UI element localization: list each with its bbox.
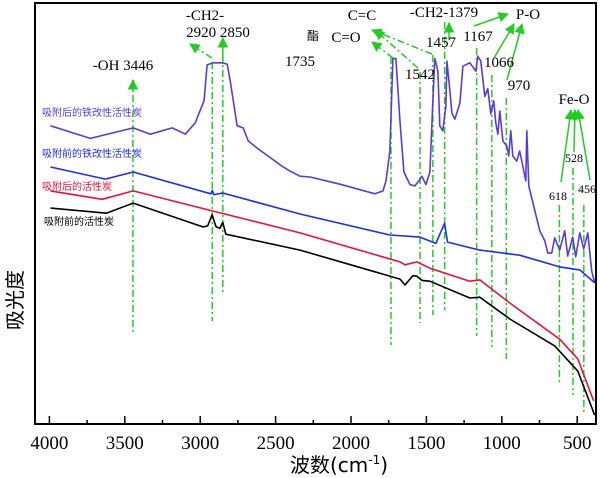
annotation-618: 618 xyxy=(549,189,567,203)
x-tick-label-3000: 3000 xyxy=(181,433,219,454)
annotation-arrow xyxy=(506,22,525,81)
x-tick-label-4000: 4000 xyxy=(30,433,68,454)
annotation-arrow xyxy=(189,43,213,59)
y-axis-label: 吸光度 xyxy=(3,270,27,330)
legend-label-series-2: 吸附后的活性炭 xyxy=(42,180,112,193)
annotation-528: 528 xyxy=(565,151,583,165)
x-axis-ticks: 4000 3500 3000 2500 2000 1500 1000 500 xyxy=(30,416,596,454)
series-line-1 xyxy=(50,166,596,284)
annotation-arrow xyxy=(569,108,581,153)
x-tick-label-2000: 2000 xyxy=(332,433,370,454)
annotation-1066: 1066 xyxy=(484,55,515,71)
series-line-2 xyxy=(50,190,595,402)
annotation-970: 970 xyxy=(508,78,531,94)
annotation-1457: 1457 xyxy=(426,35,457,51)
spectra xyxy=(50,55,596,416)
legend-label-series-1: 吸附前的铁改性活性炭 xyxy=(42,147,142,160)
annotation-feo: Fe-O xyxy=(559,92,590,108)
legend-label-series-3: 吸附前的活性炭 xyxy=(44,215,114,228)
annotation-1167: 1167 xyxy=(463,29,493,45)
annotation-arrow xyxy=(371,41,394,59)
series-line-0 xyxy=(50,55,596,284)
annotation-arrow xyxy=(574,108,591,181)
annotation-arrow xyxy=(371,28,433,55)
x-tick-label-3500: 3500 xyxy=(106,433,144,454)
x-tick-label-1500: 1500 xyxy=(407,433,445,454)
annotation-arrow xyxy=(493,23,515,59)
x-axis-label: 波数(cm-1) xyxy=(290,453,388,477)
annotation-arrow xyxy=(560,108,575,183)
x-tick-label-2500: 2500 xyxy=(257,433,295,454)
annotation-1542: 1542 xyxy=(405,67,435,83)
annotation-ester: 酯 xyxy=(307,29,319,43)
annotation-cc: C=C xyxy=(348,8,376,24)
x-axis-label-main: 波数(cm xyxy=(290,453,368,477)
annotation-456: 456 xyxy=(578,182,596,196)
annotation-arrow xyxy=(473,12,509,27)
x-axis-label-close: ) xyxy=(380,453,388,477)
annotation-ch2-1379: -CH2-1379 xyxy=(410,5,478,21)
annotation-arrows xyxy=(127,12,591,183)
annotation-co: C=O xyxy=(331,30,360,46)
annotation-ch2-peaks: 2920 2850 xyxy=(186,25,250,41)
x-axis-label-sup: -1 xyxy=(368,453,380,467)
series-line-3 xyxy=(50,202,596,416)
annotation-1735: 1735 xyxy=(285,54,315,70)
x-tick-label-500: 500 xyxy=(563,433,592,454)
legend-label-series-0: 吸附后的铁改性活性炭 xyxy=(42,106,142,119)
x-tick-label-1000: 1000 xyxy=(483,433,521,454)
annotation-oh: -OH 3446 xyxy=(93,58,154,74)
annotation-po: P-O xyxy=(516,7,540,23)
annotation-ch2-top: -CH2- xyxy=(186,8,224,24)
peak-marker-lines xyxy=(132,22,585,412)
